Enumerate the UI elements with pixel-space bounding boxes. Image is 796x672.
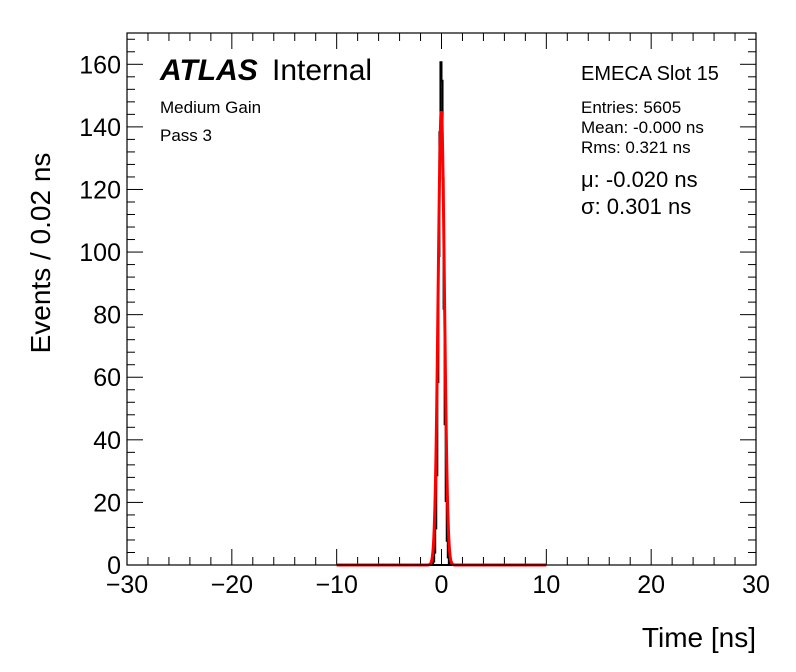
y-tick-label: 120 bbox=[79, 176, 121, 204]
pass-label: Pass 3 bbox=[160, 126, 212, 145]
entries-stat: Entries: 5605 bbox=[581, 98, 681, 117]
x-tick-label: 30 bbox=[742, 571, 770, 599]
x-axis-title: Time [ns] bbox=[642, 622, 756, 653]
y-tick-label: 60 bbox=[93, 364, 121, 392]
tick-labels: −30 −20 −10 0 10 20 30 0 20 40 60 80 100 120 140 160 bbox=[79, 51, 770, 599]
x-tick-label: 10 bbox=[532, 571, 560, 599]
y-axis-title: Events / 0.02 ns bbox=[25, 153, 56, 354]
tick-marks bbox=[126, 33, 757, 566]
gain-label: Medium Gain bbox=[160, 98, 261, 117]
x-tick-label: −30 bbox=[106, 571, 148, 599]
mu-fit-stat: μ: -0.020 ns bbox=[581, 167, 698, 192]
y-tick-label: 140 bbox=[79, 114, 121, 142]
y-tick-label: 100 bbox=[79, 239, 121, 267]
x-tick-label: 0 bbox=[435, 571, 449, 599]
y-tick-label: 80 bbox=[93, 302, 121, 330]
mean-stat: Mean: -0.000 ns bbox=[581, 118, 704, 137]
x-tick-label: −20 bbox=[211, 571, 253, 599]
atlas-label: ATLAS bbox=[159, 54, 258, 87]
plot-frame bbox=[126, 32, 757, 566]
y-tick-label: 0 bbox=[107, 552, 121, 580]
y-tick-label: 40 bbox=[93, 427, 121, 455]
rms-stat: Rms: 0.321 ns bbox=[581, 138, 691, 157]
x-tick-label: −10 bbox=[315, 571, 357, 599]
y-tick-label: 160 bbox=[79, 51, 121, 79]
x-tick-label: 20 bbox=[637, 571, 665, 599]
y-tick-label: 20 bbox=[93, 489, 121, 517]
sigma-fit-stat: σ: 0.301 ns bbox=[581, 194, 691, 219]
detector-label: EMECA Slot 15 bbox=[581, 63, 719, 85]
internal-label: Internal bbox=[272, 54, 372, 87]
